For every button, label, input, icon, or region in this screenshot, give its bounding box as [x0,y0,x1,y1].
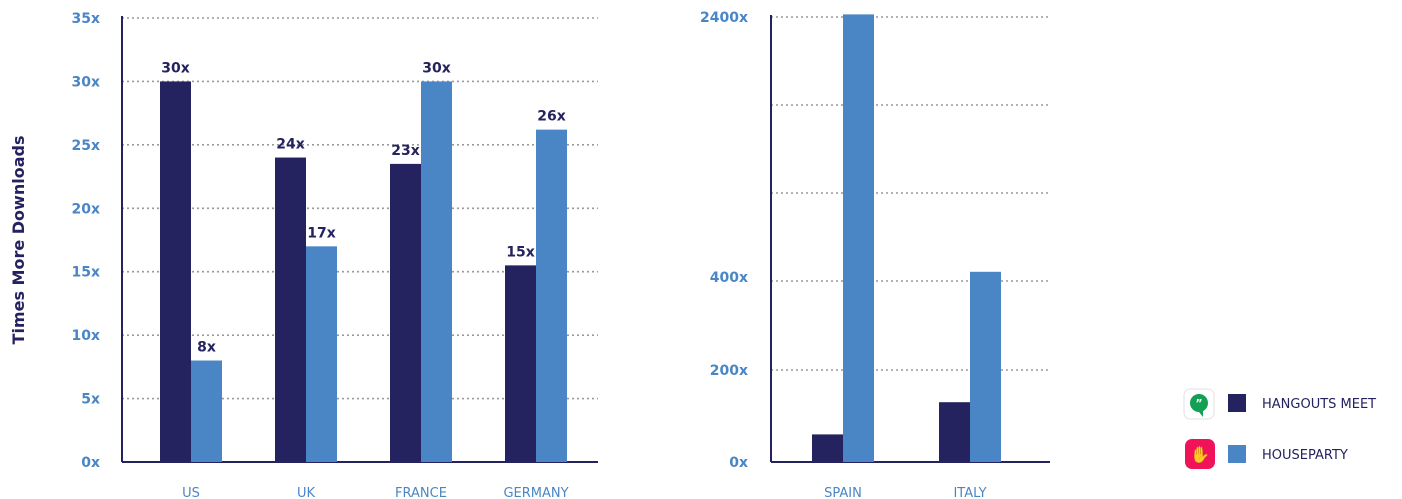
legend-swatch-hangouts [1228,394,1246,412]
bar-us-houseparty [191,360,222,462]
y-axis-label: Times More Downloads [9,136,28,345]
bar-italy-houseparty [970,271,1001,462]
right-chart: 0x 200x 400x 2400x SPAIN ITALY [700,10,1050,499]
y-tick-label: 400x [710,270,748,286]
svg-text:”: ” [1195,397,1202,410]
bar-us-hangouts [160,81,191,462]
x-tick-label: US [182,486,200,499]
bar-spain-hangouts [812,434,843,462]
bar-germany-houseparty [536,129,567,463]
bar-italy-hangouts [939,402,970,462]
svg-text:✋: ✋ [1190,445,1210,464]
data-label: 24x [276,137,305,153]
bar-france-houseparty [421,81,452,462]
bar-spain-houseparty [843,14,874,463]
legend-swatch-houseparty [1228,445,1246,463]
data-label: 15x [506,244,535,260]
legend-label-hangouts: HANGOUTS MEET [1262,397,1376,412]
y-tick-label: 20x [71,201,100,217]
legend: ” HANGOUTS MEET ✋ HOUSEPARTY [1183,388,1376,469]
bar-germany-hangouts [505,265,536,462]
data-label: 23x [391,143,420,159]
y-tick-label: 0x [729,455,748,471]
x-tick-label: FRANCE [395,486,447,499]
hangouts-icon: ” [1183,388,1215,420]
data-label: 26x [537,109,566,125]
legend-label-houseparty: HOUSEPARTY [1262,448,1348,463]
x-tick-label: GERMANY [503,486,568,499]
bar-france-hangouts [390,163,421,462]
y-tick-label: 30x [71,74,100,90]
y-tick-label: 25x [71,138,100,154]
data-label: 8x [197,340,216,356]
y-tick-label: 35x [71,11,100,27]
y-tick-label: 15x [71,265,100,281]
y-tick-label: 200x [710,363,748,379]
data-label: 17x [307,225,336,241]
x-tick-label: UK [297,486,316,499]
bar-uk-houseparty [306,246,337,462]
bar-uk-hangouts [275,157,306,463]
data-label: 30x [161,60,190,76]
data-label: 30x [422,60,451,76]
x-tick-label: SPAIN [824,486,862,499]
x-tick-label: ITALY [953,486,986,499]
y-tick-label: 2400x [700,10,748,26]
left-chart: 0x 5x 10x 15x 20x 25x 30x 35x 30x 8x US 24x 17x UK 23x… [71,11,598,499]
houseparty-icon: ✋ [1185,439,1215,469]
y-tick-label: 0x [81,455,100,471]
y-tick-label: 10x [71,328,100,344]
y-tick-label: 5x [81,392,100,408]
